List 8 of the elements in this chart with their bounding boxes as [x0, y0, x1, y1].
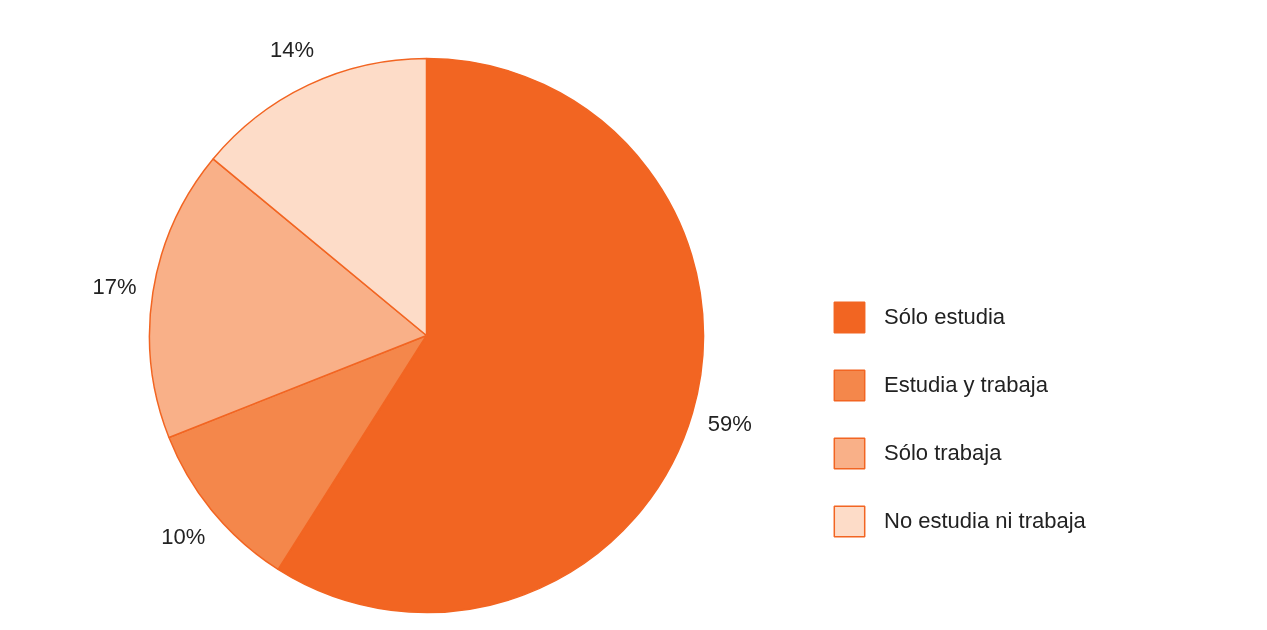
legend-label: No estudia ni trabaja: [884, 508, 1086, 534]
data-label: 14%: [270, 37, 315, 63]
legend-label: Estudia y trabaja: [884, 372, 1048, 398]
legend-label: Sólo trabaja: [884, 440, 1002, 466]
data-label: 59%: [707, 411, 752, 437]
legend-label: Sólo estudia: [884, 304, 1006, 330]
data-label: 10%: [161, 524, 206, 550]
data-label: 17%: [92, 273, 137, 299]
